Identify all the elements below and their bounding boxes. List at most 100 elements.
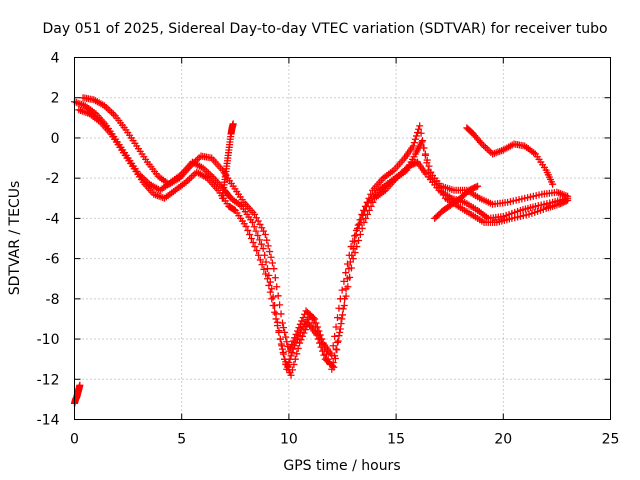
data-point bbox=[335, 304, 343, 312]
data-point bbox=[309, 314, 317, 322]
data-point bbox=[266, 248, 274, 256]
series-track-5 bbox=[431, 182, 482, 222]
data-point bbox=[262, 270, 270, 278]
data-point bbox=[347, 264, 355, 272]
data-point bbox=[356, 216, 364, 224]
data-point bbox=[259, 245, 267, 253]
data-point bbox=[476, 138, 484, 146]
data-point bbox=[268, 295, 276, 303]
y-axis: -14 -12 -10 -8 -6 -4 -2 0 2 4 bbox=[37, 51, 611, 429]
data-point bbox=[297, 336, 305, 344]
data-point bbox=[349, 237, 357, 245]
data-point bbox=[339, 305, 347, 313]
data-point bbox=[273, 283, 281, 291]
data-point bbox=[277, 310, 285, 318]
data-point bbox=[363, 198, 371, 206]
series-track-3 bbox=[79, 94, 572, 359]
x-tick-label: 10 bbox=[280, 432, 298, 448]
data-point bbox=[244, 226, 252, 234]
data-point bbox=[333, 314, 341, 322]
data-point bbox=[333, 346, 341, 354]
data-point bbox=[278, 342, 286, 350]
series-spike-7h bbox=[218, 120, 237, 202]
data-point bbox=[481, 143, 489, 151]
data-point bbox=[344, 283, 352, 291]
data-point bbox=[349, 255, 357, 263]
data-point bbox=[414, 129, 422, 137]
data-point bbox=[248, 218, 256, 226]
data-point bbox=[354, 221, 362, 229]
data-point bbox=[276, 301, 284, 309]
data-point bbox=[281, 328, 289, 336]
data-point bbox=[261, 251, 269, 259]
data-point bbox=[271, 308, 279, 316]
data-point bbox=[421, 151, 429, 159]
data-point bbox=[549, 180, 557, 188]
data-point bbox=[331, 354, 339, 362]
data-point bbox=[263, 275, 271, 283]
x-tick-label: 20 bbox=[494, 432, 512, 448]
data-point bbox=[417, 129, 425, 137]
x-tick-label: 25 bbox=[602, 432, 620, 448]
data-point bbox=[268, 259, 276, 267]
data-point bbox=[352, 226, 360, 234]
data-point bbox=[257, 240, 265, 248]
data-point bbox=[258, 261, 266, 269]
data-point bbox=[250, 223, 258, 231]
plot-area bbox=[71, 94, 572, 407]
data-point bbox=[331, 332, 339, 340]
data-point bbox=[269, 302, 277, 310]
data-point bbox=[254, 231, 262, 239]
series-track-4 bbox=[463, 124, 557, 188]
data-point bbox=[272, 315, 280, 323]
data-point bbox=[336, 328, 344, 336]
y-tick-label: 2 bbox=[51, 91, 60, 107]
data-point bbox=[255, 251, 263, 259]
data-point bbox=[351, 249, 359, 257]
data-point bbox=[419, 137, 427, 145]
data-point bbox=[263, 265, 271, 273]
data-point bbox=[242, 222, 250, 230]
data-point bbox=[311, 315, 319, 323]
data-point bbox=[256, 236, 264, 244]
data-point bbox=[279, 348, 287, 356]
data-point bbox=[415, 125, 423, 133]
series-track-6 bbox=[71, 381, 84, 407]
data-point bbox=[246, 230, 254, 238]
data-point bbox=[334, 337, 342, 345]
data-point bbox=[258, 224, 266, 232]
data-point bbox=[316, 331, 324, 339]
data-point bbox=[195, 154, 203, 162]
y-tick-label: -14 bbox=[37, 413, 60, 429]
plot-frame bbox=[74, 57, 611, 420]
data-point bbox=[338, 286, 346, 294]
data-point bbox=[266, 288, 274, 296]
data-point bbox=[330, 363, 338, 371]
data-point bbox=[483, 145, 491, 153]
y-axis-label: SDTVAR / TECUs bbox=[7, 181, 23, 296]
data-point bbox=[409, 142, 417, 150]
data-point bbox=[278, 319, 286, 327]
data-point bbox=[104, 105, 112, 113]
data-point bbox=[358, 210, 366, 218]
data-point bbox=[339, 311, 346, 319]
series-track-2 bbox=[75, 106, 572, 379]
data-point bbox=[346, 273, 354, 281]
data-point bbox=[342, 292, 350, 300]
data-point bbox=[293, 350, 301, 358]
data-point bbox=[256, 256, 264, 264]
data-point bbox=[283, 338, 291, 346]
data-point bbox=[315, 327, 323, 335]
y-tick-label: -4 bbox=[46, 211, 60, 227]
data-point bbox=[289, 337, 297, 345]
data-point bbox=[313, 323, 321, 331]
data-point bbox=[254, 217, 262, 225]
data-point bbox=[338, 315, 346, 323]
y-tick-label: -12 bbox=[37, 372, 60, 388]
data-point bbox=[249, 239, 257, 247]
data-point bbox=[265, 271, 273, 279]
data-point bbox=[269, 293, 277, 301]
data-point bbox=[472, 183, 480, 191]
data-point bbox=[336, 325, 344, 333]
data-point bbox=[253, 247, 261, 255]
